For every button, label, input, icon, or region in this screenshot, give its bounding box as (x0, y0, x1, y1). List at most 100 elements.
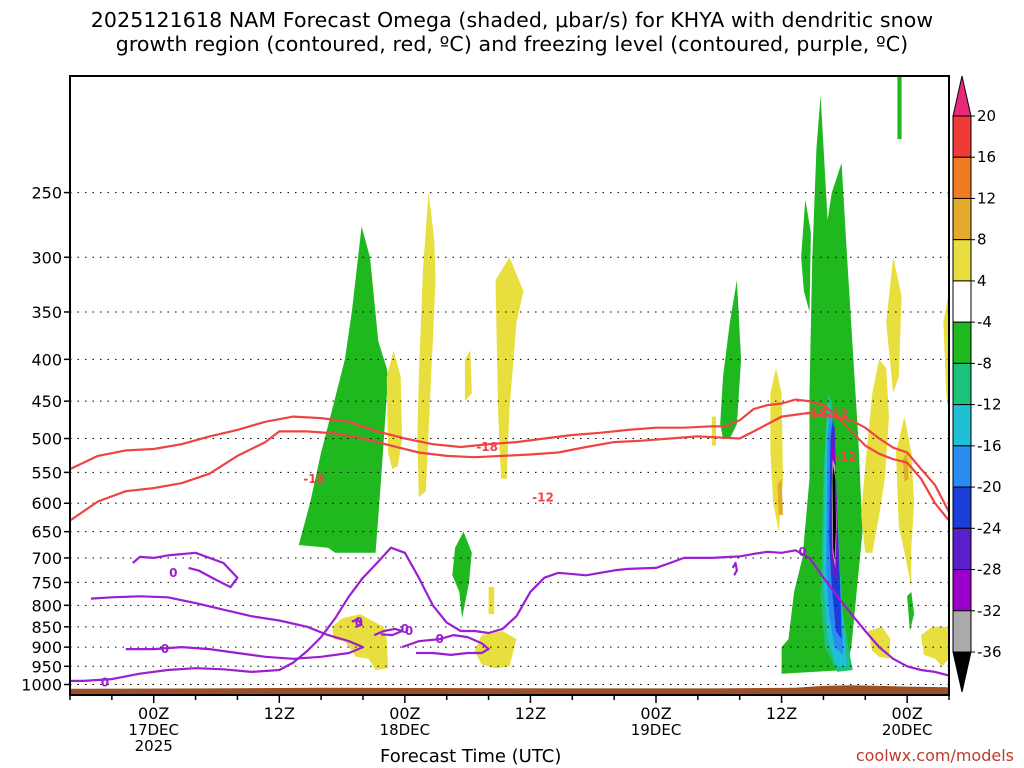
y-axis: 2503003504004505005506006507007508008509… (21, 184, 70, 695)
y-tick-label: 500 (31, 430, 62, 449)
x-tick-label: 2025 (135, 737, 173, 755)
contour-layer (70, 398, 949, 683)
y-tick-label: 300 (31, 248, 62, 267)
omega-region-4 (781, 95, 863, 674)
colorbar-label: -36 (977, 643, 1002, 661)
colorbar-swatch (952, 280, 972, 323)
omega-region-3 (801, 199, 811, 312)
freezing-level-contour-loop-2 (132, 551, 239, 589)
omega-region-13 (488, 587, 495, 615)
omega-region-22 (777, 478, 783, 515)
y-tick-label: 1000 (21, 676, 62, 695)
colorbar-swatch (952, 527, 972, 571)
omega-region-15 (861, 359, 889, 553)
x-tick-label: 20DEC (882, 721, 933, 739)
x-tick-label: 00Z (389, 704, 420, 723)
dgz-contour-label: -12 (827, 407, 849, 421)
omega-region-23 (903, 452, 909, 482)
freezing-level-contour-loop-4 (373, 627, 404, 637)
x-tick-label: 12Z (515, 704, 546, 723)
credit-text: coolwx.com/models (855, 746, 1014, 765)
colorbar-label: -24 (977, 519, 1002, 537)
freezing-contour-label: 0 (436, 632, 444, 646)
colorbar-swatch (952, 445, 972, 488)
colorbar-label: -8 (977, 354, 992, 372)
omega-region-21 (711, 416, 716, 446)
omega-region-20 (943, 291, 949, 417)
freezing-contour-label: 0 (798, 545, 806, 559)
omega-region-31 (832, 465, 836, 561)
plot-frame (69, 75, 950, 696)
y-tick-label: 350 (31, 303, 62, 322)
x-tick-label: 19DEC (631, 721, 682, 739)
omega-region-11 (332, 614, 389, 670)
colorbar-swatch (952, 239, 972, 282)
colorbar-swatch (952, 197, 972, 241)
omega-region-10 (464, 350, 472, 402)
colorbar-swatch (952, 404, 972, 447)
x-axis-label: Forecast Time (UTC) (380, 746, 562, 767)
colorbar-swatch (952, 362, 972, 406)
omega-region-17 (896, 416, 915, 588)
freezing-contour-label: 0 (101, 676, 109, 690)
terrain-surface (70, 685, 949, 695)
colorbar-swatch (952, 610, 972, 653)
omega-region-19 (921, 626, 949, 667)
colorbar-swatch (952, 486, 972, 529)
y-tick-label: 900 (31, 638, 62, 657)
x-tick-label: 18DEC (380, 721, 431, 739)
y-tick-label: 450 (31, 392, 62, 411)
omega-region-12 (474, 631, 517, 669)
colorbar-bottom-arrow (952, 651, 972, 693)
y-tick-label: 550 (31, 463, 62, 482)
freezing-contour-label: 0 (169, 566, 177, 580)
dgz-contour-minus-18 (70, 398, 949, 522)
y-tick-label: 800 (31, 596, 62, 615)
omega-region-6 (907, 591, 915, 631)
colorbar-swatch (952, 156, 972, 199)
colorbar: 20 16 12 8 4 -4 -8 -12 -16 -20 -24 -28 -32 -36 (952, 75, 1002, 693)
dgz-contour-minus-12 (70, 411, 949, 522)
colorbar-label: 8 (977, 231, 987, 249)
colorbar-label: -4 (977, 313, 992, 331)
colorbar-label: -28 (977, 561, 1002, 579)
y-tick-label: 600 (31, 494, 62, 513)
omega-region-7 (417, 192, 436, 498)
chart-title: 2025121618 NAM Forecast Omega (shaded, μ… (0, 8, 1024, 56)
colorbar-top-arrow (952, 75, 972, 117)
colorbar-label: -16 (977, 437, 1002, 455)
omega-region-9 (495, 257, 524, 479)
colorbar-swatch (952, 321, 972, 364)
dgz-contour-label: -12 (835, 450, 857, 464)
y-tick-label: 650 (31, 523, 62, 542)
x-tick-label: 00Z (891, 704, 922, 723)
colorbar-label: 20 (977, 107, 996, 125)
omega-region-5 (897, 76, 902, 140)
freezing-level-contour-loop-1 (90, 595, 365, 660)
y-tick-label: 750 (31, 573, 62, 592)
y-tick-label: 700 (31, 549, 62, 568)
dgz-contour-label: -18 (806, 406, 828, 420)
freezing-contour-label: 0 (161, 642, 169, 656)
x-tick-label: 00Z (138, 704, 169, 723)
freezing-level-contour-loop-6 (731, 561, 739, 576)
freezing-level-contour-main (70, 546, 949, 683)
dgz-contour-label: -12 (532, 490, 554, 504)
freezing-level-contour-loop-3 (351, 618, 363, 628)
x-tick-label: 12Z (766, 704, 797, 723)
colorbar-swatch (952, 569, 972, 612)
y-tick-label: 250 (31, 184, 62, 203)
omega-region-16 (886, 257, 902, 394)
freezing-contour-label: 0 (355, 615, 363, 629)
dgz-contour-label: -18 (476, 440, 498, 454)
colorbar-swatch (952, 115, 972, 158)
y-tick-label: 850 (31, 618, 62, 637)
omega-region-0 (298, 226, 389, 553)
chart-title-line-2: growth region (contoured, red, ºC) and f… (115, 32, 909, 56)
y-tick-label: 950 (31, 657, 62, 676)
colorbar-label: -20 (977, 478, 1002, 496)
x-tick-label: 17DEC (128, 721, 179, 739)
colorbar-label: -32 (977, 602, 1002, 620)
